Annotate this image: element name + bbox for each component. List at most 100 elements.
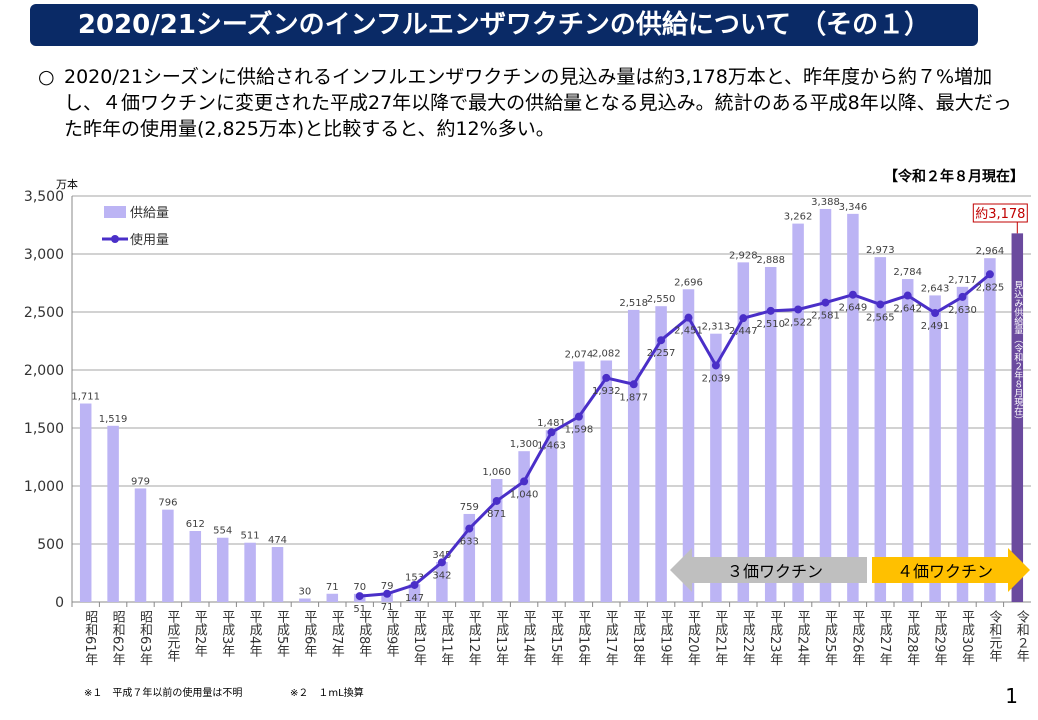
supply-data-label: 2,964 [976,246,1005,257]
supply-bar [600,360,613,602]
supply-data-label: 3,388 [811,197,840,208]
usage-data-label: 1,932 [592,386,621,397]
usage-point [876,300,885,309]
supply-data-label: 2,973 [866,245,895,256]
projected-bar [1011,233,1024,603]
x-tick-label: 平成30年 [959,610,975,666]
supply-data-label: 3,262 [784,212,813,223]
usage-data-label: 2,491 [921,321,950,332]
supply-data-label: 2,518 [619,298,648,309]
trivalent-label: ３価ワクチン [727,562,823,581]
y-tick-label: 2,500 [24,305,64,321]
usage-data-label: 1,877 [619,392,648,403]
supply-data-label: 2,643 [921,283,950,294]
usage-point [848,290,857,299]
usage-data-label: 1,463 [537,440,566,451]
supply-data-label: 474 [268,535,287,546]
supply-data-label: 1,060 [482,467,511,478]
x-tick-label: 平成27年 [877,610,893,666]
supply-data-label: 2,550 [647,294,676,305]
x-tick-label: 平成21年 [712,610,728,666]
usage-point [794,305,803,314]
usage-point [492,496,501,505]
as-of-date: 【令和２年８月現在】 [884,169,1024,185]
supply-data-label: 1,519 [99,414,128,425]
x-tick-label: 平成14年 [521,610,537,666]
usage-point [657,336,666,345]
x-tick-label: 平成19年 [658,610,674,666]
usage-point [520,477,529,486]
usage-point [766,306,775,315]
supply-data-label: 30 [299,587,312,598]
usage-point [821,298,830,307]
y-tick-label: 1,500 [24,421,64,437]
supply-bar [682,289,695,602]
x-tick-label: 平成18年 [630,610,646,666]
y-axis-unit: 万本 [56,178,78,191]
supply-data-label: 554 [213,526,232,537]
usage-point [574,412,583,421]
supply-bar [874,257,887,602]
x-tick-label: 平成24年 [795,610,811,666]
supply-data-label: 612 [186,519,205,530]
supply-data-label: 796 [158,498,177,509]
usage-data-label: 2,642 [893,304,922,315]
usage-point [711,361,720,370]
supply-data-label: 2,888 [756,255,785,266]
usage-line [359,273,991,598]
usage-point [739,314,748,323]
supply-data-label: 979 [131,476,150,487]
footnote-1: ※１ 平成７年以前の使用量は不明 [84,688,243,699]
supply-data-label: 1,481 [537,418,566,429]
callout-box [972,203,1028,223]
legend-supply-label: 供給量 [130,206,169,221]
usage-data-label: 2,039 [702,373,731,384]
usage-point [629,380,638,389]
x-tick-label: 平成25年 [822,610,838,666]
x-tick-label: 平成15年 [548,610,564,666]
supply-bar [655,306,667,602]
usage-point [465,524,474,533]
usage-data-label: 2,451 [674,326,703,337]
supply-data-label: 1,300 [510,439,539,450]
bullet-mark: ○ [38,66,55,88]
supply-data-label: 3,346 [839,202,868,213]
supply-data-label: 511 [241,531,260,542]
supply-bar [627,309,640,602]
supply-bar [710,333,722,602]
supply-bar [545,430,558,602]
lead-text: 2020/21シーズンに供給されるインフルエンザワクチンの見込み量は約3,178… [64,66,1012,140]
usage-data-label: 2,510 [756,319,785,330]
y-tick-label: 3,500 [24,189,64,205]
x-tick-label: 平成4年 [247,610,263,658]
supply-data-label: 2,074 [565,349,594,360]
usage-data-label: 2,649 [839,303,868,314]
usage-data-label: 1,040 [510,489,539,500]
supply-bar [107,425,119,602]
x-tick-label: 平成10年 [411,610,427,666]
usage-data-label: 342 [432,570,451,581]
supply-data-label: 1,711 [71,392,100,403]
supply-bar [189,531,202,602]
y-tick-label: 3,000 [24,247,64,263]
supply-bar [984,258,996,602]
supply-bar [244,542,256,602]
usage-data-label: 2,825 [976,282,1005,293]
supply-bar [737,262,750,602]
x-tick-label: 令和２年 [1014,610,1030,662]
supply-bar [463,513,476,602]
legend-supply-swatch [104,206,126,218]
supply-bar [79,403,92,602]
x-tick-label: 平成3年 [219,610,235,658]
usage-data-label: 2,630 [948,305,977,316]
supply-data-label: 2,082 [592,348,621,359]
supply-bar [326,593,339,602]
usage-data-label: 2,565 [866,312,895,323]
x-tick-label: 平成23年 [767,610,783,666]
x-tick-label: 昭和63年 [137,610,153,666]
supply-bar [490,479,503,602]
supply-bar [573,361,585,602]
quadrivalent-label: ４価ワクチン [897,562,993,581]
page-title: 2020/21シーズンのインフルエンザワクチンの供給について （その１） [30,4,978,46]
supply-bar [901,279,914,602]
